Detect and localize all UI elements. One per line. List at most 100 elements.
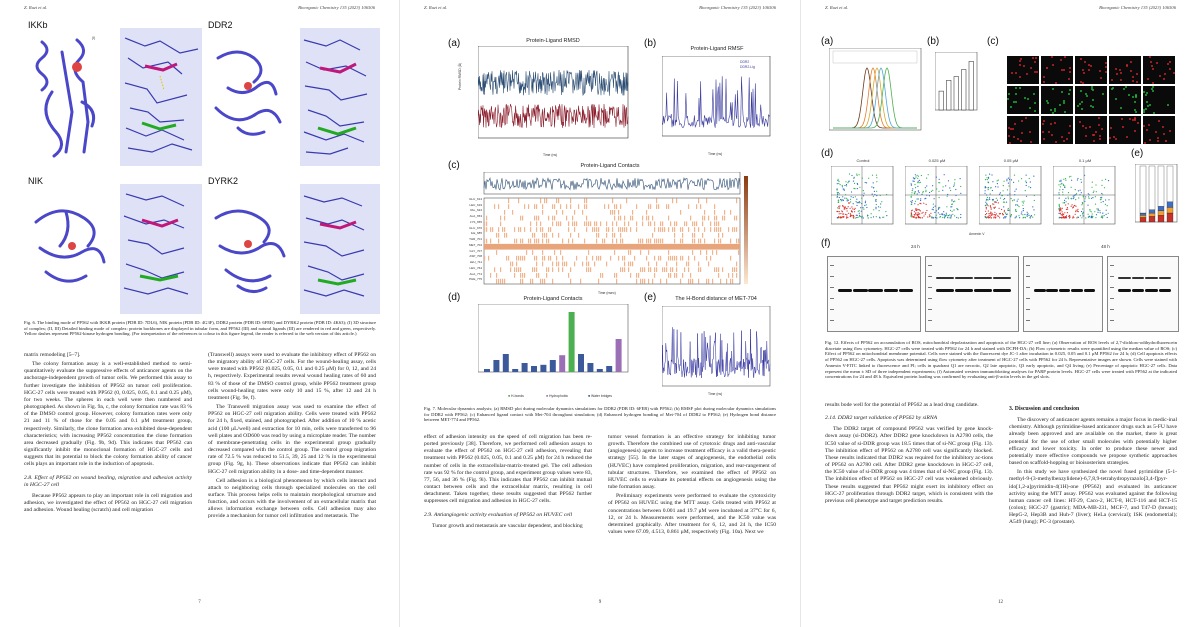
panel-e-title: The H-Bond distance of MET-704 bbox=[675, 296, 757, 302]
paragraph: The Transwell migration assay was used t… bbox=[208, 404, 376, 475]
page-9-column-right: tumor vessel formation is an effective s… bbox=[608, 434, 776, 538]
micrograph-tile bbox=[1041, 56, 1073, 84]
ikkb-protein-structure bbox=[35, 38, 96, 158]
paragraph: effect of adhesion intensity on the spee… bbox=[424, 434, 592, 505]
running-head-journal: Bioorganic Chemistry 135 (2023) 106506 bbox=[699, 5, 776, 10]
paragraph: matrix remodeling [5–7]. bbox=[24, 352, 81, 358]
residue-label: LEU_711 bbox=[469, 260, 482, 265]
contacts-timeline-chart bbox=[483, 172, 748, 285]
section-heading-2-8: 2.8. Effect of PP562 on wound healing, m… bbox=[24, 474, 192, 488]
page-number: 7 bbox=[198, 600, 201, 605]
paragraph: tumor vessel formation is an effective s… bbox=[608, 434, 776, 491]
running-head: Z. Ruzi et al. Bioorganic Chemistry 135 … bbox=[825, 2, 1176, 14]
micrograph-tile bbox=[1143, 116, 1175, 144]
flow-plot: 0.05 μM bbox=[977, 158, 1045, 228]
residue-label: ILE_685 bbox=[470, 231, 482, 236]
flow-plot: 0.025 μM bbox=[903, 158, 971, 228]
rmsd-line-chart bbox=[478, 46, 629, 139]
residue-label: LEU_764 bbox=[469, 265, 482, 270]
micrograph-tile bbox=[1075, 86, 1107, 114]
hbond-distance-chart bbox=[662, 306, 771, 387]
page-12-column-left: results bode well for the potential of P… bbox=[825, 402, 993, 507]
residue-label: ASP_708 bbox=[469, 254, 482, 259]
residue-label: MET_704 bbox=[468, 242, 482, 247]
western-blot-panel bbox=[1107, 256, 1179, 332]
panel-label-nik: NIK bbox=[28, 176, 44, 186]
flow-xlabel: Annexin V bbox=[969, 232, 985, 236]
panel-d-label: (d) bbox=[448, 292, 461, 303]
section-heading-3: 3. Discussion and conclusion bbox=[1009, 406, 1080, 412]
figure-12-caption: Fig. 12. Effects of PP562 on accumulatio… bbox=[825, 340, 1177, 380]
legend-hbonds-label: H-bonds bbox=[511, 394, 524, 398]
panel-b-xlabel: Time (ns) bbox=[708, 152, 723, 156]
legend-hydrophobic: ■ Hydrophobic bbox=[546, 394, 569, 398]
page-9: Z. Ruzi et al. Bioorganic Chemistry 135 … bbox=[400, 0, 801, 627]
ddr2-detail-view bbox=[300, 28, 380, 166]
panel-label-ddr2: DDR2 bbox=[208, 20, 233, 30]
panel-e-label: (e) bbox=[1131, 148, 1144, 159]
panel-c-label: (c) bbox=[448, 160, 460, 171]
panel-b-label: (b) bbox=[927, 36, 940, 47]
flow-plot-title: 0.05 μM bbox=[1003, 158, 1019, 163]
panel-a-label: (a) bbox=[821, 36, 834, 47]
rmsf-line-chart bbox=[662, 56, 771, 137]
paragraph: results bode well for the potential of P… bbox=[825, 402, 979, 408]
panel-a-title: Protein-Ligand RMSD bbox=[526, 38, 580, 44]
section-heading-2-9: 2.9. Antiangiogenic activity evaluation … bbox=[424, 511, 573, 518]
nik-protein-structure bbox=[34, 209, 106, 283]
micrograph-tile bbox=[1143, 56, 1175, 84]
panel-d-label: (d) bbox=[821, 148, 834, 159]
apoptosis-stacked-bar bbox=[1135, 164, 1178, 223]
running-head-journal: Bioorganic Chemistry 135 (2023) 106506 bbox=[298, 5, 375, 10]
panel-e-xlabel: Time (ns) bbox=[708, 392, 723, 396]
dyrk2-detail-view bbox=[300, 184, 380, 314]
ros-bar-chart bbox=[935, 52, 978, 111]
running-head-journal: Bioorganic Chemistry 135 (2023) 106506 bbox=[1099, 5, 1176, 10]
paragraph: Because PP562 appears to play an importa… bbox=[24, 492, 192, 514]
apoptosis-flow-plots: Control 0.025 μM 0.05 μM 0.1 μM bbox=[829, 158, 1129, 230]
flow-plot: Control bbox=[829, 158, 897, 228]
residue-label: GLU_614 bbox=[469, 197, 482, 201]
figure-6-caption: Fig. 6. The binding mode of PP562 with I… bbox=[24, 320, 376, 337]
panel-b-title: Protein-Ligand RMSF bbox=[690, 46, 744, 52]
micrograph-tile bbox=[1075, 116, 1107, 144]
residue-label: VAL_624 bbox=[469, 208, 482, 213]
residue-label: THR_701 bbox=[469, 237, 482, 242]
section-heading-2-14: 2.14. DDR2 target validation of PP562 by… bbox=[825, 415, 938, 422]
panel-a-xlabel: Time (ns) bbox=[543, 153, 558, 157]
panel-b-label: (b) bbox=[644, 38, 657, 49]
legend-hbonds: ■ H-bonds bbox=[508, 394, 524, 398]
running-head-authors: Z. Ruzi et al. bbox=[424, 5, 448, 10]
residue-label: ALA_774 bbox=[469, 271, 482, 276]
paragraph: Tumor growth and metastasis are vascular… bbox=[432, 522, 583, 529]
page-12-column-right: 3. Discussion and conclusion The discove… bbox=[1009, 402, 1177, 529]
panel-b-legend-1: DDR2 bbox=[740, 60, 750, 64]
flow-plot-title: 0.1 μM bbox=[1078, 158, 1092, 163]
ikkb-label-i: (I) bbox=[92, 36, 96, 40]
figure-7-caption: Fig. 7. Molecular dynamics analysis; (a)… bbox=[424, 406, 776, 423]
ddr2-protein-structure bbox=[214, 50, 282, 136]
panel-c-title: Protein-Ligand Contacts bbox=[580, 163, 640, 169]
micrograph-tile bbox=[1109, 56, 1141, 84]
residue-label: LYS_655 bbox=[469, 219, 482, 224]
panel-c-label: (c) bbox=[987, 36, 999, 47]
western-blot-panel bbox=[1023, 256, 1103, 332]
page-7: Z. Ruzi et al. Bioorganic Chemistry 135 … bbox=[0, 0, 400, 627]
western-blot-panel bbox=[925, 256, 1019, 332]
micrograph-tile bbox=[1075, 56, 1107, 84]
page-9-column-left: effect of adhesion intensity on the spee… bbox=[424, 434, 592, 532]
residue-label: GLU_676 bbox=[469, 225, 482, 230]
page-12: Z. Ruzi et al. Bioorganic Chemistry 135 … bbox=[801, 0, 1200, 627]
flow-plot-title: 0.025 μM bbox=[928, 158, 946, 163]
blot-time-24h: 24 h bbox=[911, 244, 920, 249]
micrograph-tile bbox=[1007, 116, 1039, 144]
micrograph-tile bbox=[1007, 56, 1039, 84]
ros-histogram bbox=[829, 48, 922, 131]
figure-6: IKKb (I) bbox=[22, 16, 380, 316]
paragraph: The colony formation assay is a well-est… bbox=[24, 361, 192, 468]
flow-plot-title: Control bbox=[856, 158, 870, 163]
paragraph: (Transwell) assays were used to evaluate… bbox=[208, 352, 376, 401]
running-head: Z. Ruzi et al. Bioorganic Chemistry 135 … bbox=[424, 2, 776, 14]
paragraph: In this study we have synthesized the no… bbox=[1009, 469, 1177, 526]
residue-label: PHE_775 bbox=[469, 277, 482, 282]
